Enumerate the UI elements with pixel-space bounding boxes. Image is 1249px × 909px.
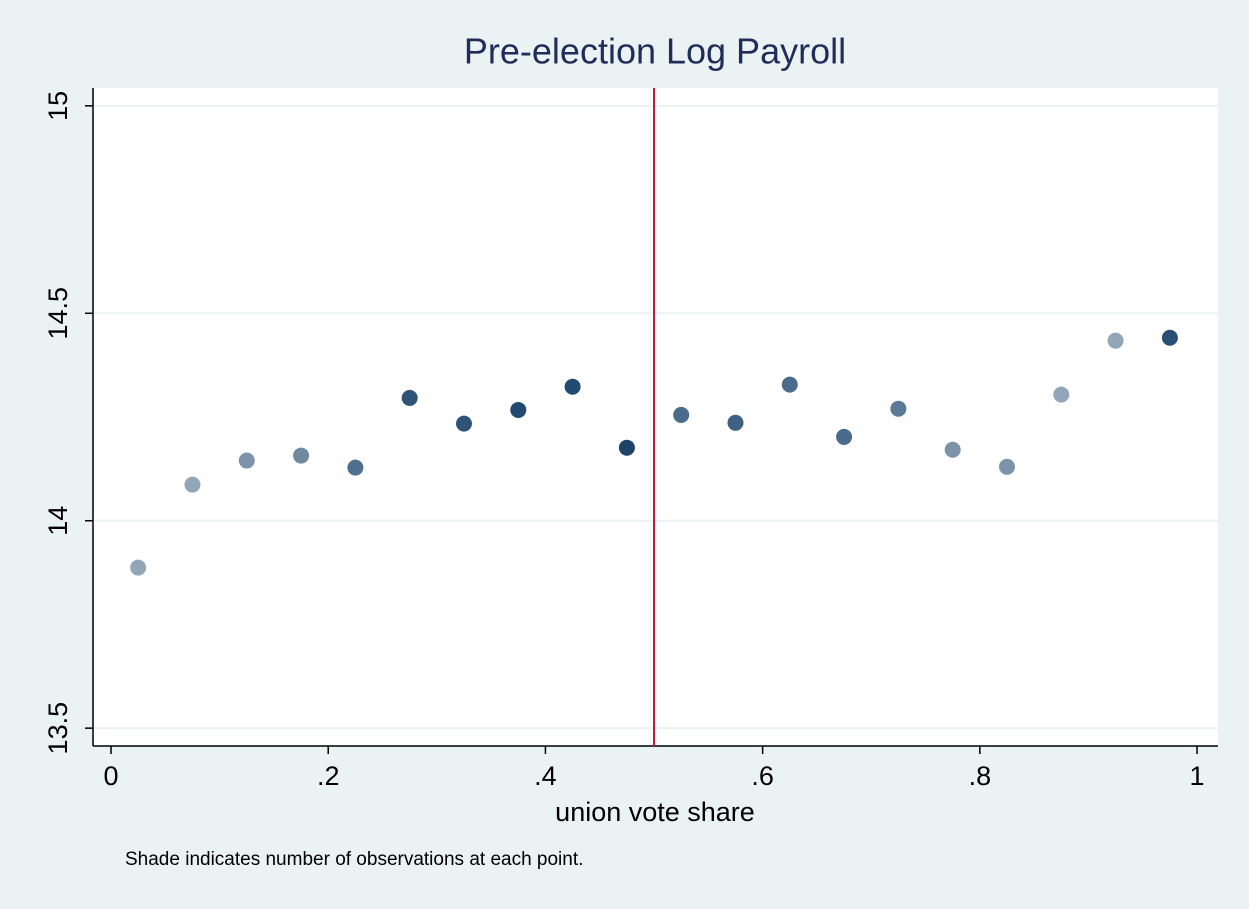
x-tick-label: .4	[534, 761, 557, 791]
point	[836, 428, 853, 445]
x-tick-label: 1	[1190, 761, 1205, 791]
chart-title: Pre-election Log Payroll	[464, 31, 846, 72]
y-tick-label: 14.5	[43, 287, 73, 340]
point	[455, 415, 472, 432]
point	[510, 401, 527, 418]
point	[998, 458, 1015, 475]
x-tick-label: 0	[104, 761, 119, 791]
point	[184, 476, 201, 493]
point	[1053, 386, 1070, 403]
point	[944, 441, 961, 458]
note: Shade indicates number of observations a…	[125, 849, 583, 870]
point	[1107, 332, 1124, 349]
point	[781, 376, 798, 393]
point	[238, 452, 255, 469]
point	[564, 378, 581, 395]
y-tick-label: 13.5	[43, 702, 73, 755]
x-tick-label: .8	[969, 761, 992, 791]
point	[727, 414, 744, 431]
point	[293, 447, 310, 464]
x-axis-label: union vote share	[555, 797, 755, 827]
x-tick-label: .2	[317, 761, 340, 791]
plot-area	[93, 88, 1218, 746]
point	[401, 389, 418, 406]
point	[673, 406, 690, 423]
point	[130, 559, 147, 576]
point	[890, 400, 907, 417]
y-tick-label: 15	[43, 91, 73, 121]
x-tick-label: .6	[751, 761, 774, 791]
point	[1161, 329, 1178, 346]
point	[347, 459, 364, 476]
y-tick-label: 14	[43, 506, 73, 536]
point	[618, 439, 635, 456]
